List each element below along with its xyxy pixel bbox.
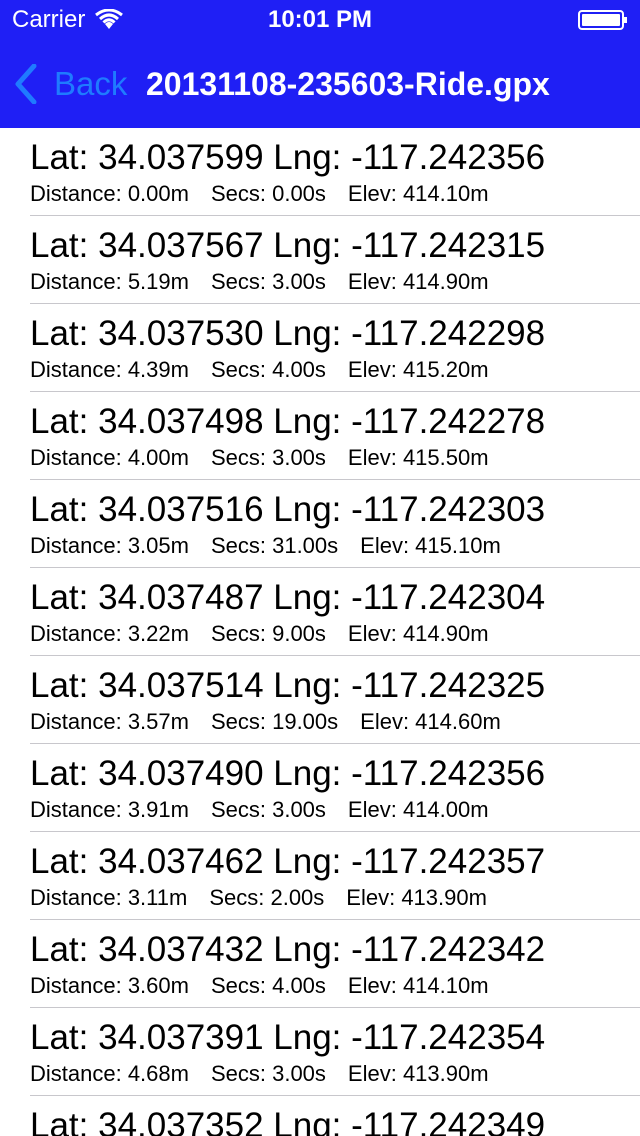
detail-line: Distance: 3.22m Secs: 9.00s Elev: 414.90m [30,620,489,648]
coordinates-label: Lat: 34.037530 Lng: -117.242298 [30,314,546,353]
secs-value: Secs: 3.00s [210,797,326,822]
secs-value: Secs: 4.00s [210,357,326,382]
distance-value: Distance: 4.39m [30,357,189,382]
coordinates-label: Lat: 34.037391 Lng: -117.242354 [30,1018,546,1057]
list-item[interactable]: Lat: 34.037498 Lng: -117.242278 Distance… [30,392,640,480]
secs-value: Secs: 19.00s [210,709,339,734]
trackpoint-list[interactable]: Lat: 34.037599 Lng: -117.242356 Distance… [0,128,640,1136]
list-item[interactable]: Lat: 34.037567 Lng: -117.242315 Distance… [30,216,640,304]
coordinates-label: Lat: 34.037487 Lng: -117.242304 [30,578,546,617]
distance-value: Distance: 5.19m [30,269,189,294]
status-bar: Carrier 10:01 PM [0,0,640,40]
secs-value: Secs: 3.00s [210,1061,326,1086]
secs-value: Secs: 3.00s [210,445,326,470]
page-title: 20131108-235603-Ride.gpx [146,66,550,102]
secs-value: Secs: 4.00s [210,973,326,998]
elev-value: Elev: 414.60m [360,709,501,734]
list-item[interactable]: Lat: 34.037462 Lng: -117.242357 Distance… [30,832,640,920]
distance-value: Distance: 3.60m [30,973,189,998]
list-item[interactable]: Lat: 34.037599 Lng: -117.242356 Distance… [30,128,640,216]
list-item[interactable]: Lat: 34.037530 Lng: -117.242298 Distance… [30,304,640,392]
list-item[interactable]: Lat: 34.037391 Lng: -117.242354 Distance… [30,1008,640,1096]
chevron-left-icon [14,63,38,105]
distance-value: Distance: 0.00m [30,181,189,206]
navigation-bar: Back 20131108-235603-Ride.gpx [0,40,640,128]
detail-line: Distance: 3.60m Secs: 4.00s Elev: 414.10m [30,972,489,1000]
coordinates-label: Lat: 34.037567 Lng: -117.242315 [30,226,546,265]
elev-value: Elev: 413.90m [346,885,487,910]
wifi-icon [95,8,124,31]
coordinates-label: Lat: 34.037490 Lng: -117.242356 [30,754,546,793]
back-label: Back [54,65,128,102]
distance-value: Distance: 3.22m [30,621,189,646]
header: Carrier 10:01 PM [0,0,640,128]
secs-value: Secs: 9.00s [210,621,326,646]
secs-value: Secs: 2.00s [209,885,325,910]
carrier-label: Carrier [12,6,86,33]
detail-line: Distance: 3.05m Secs: 31.00s Elev: 415.10m [30,532,501,560]
distance-value: Distance: 4.00m [30,445,189,470]
detail-line: Distance: 4.00m Secs: 3.00s Elev: 415.50m [30,444,489,472]
detail-line: Distance: 4.68m Secs: 3.00s Elev: 413.90m [30,1060,489,1088]
list-item[interactable]: Lat: 34.037487 Lng: -117.242304 Distance… [30,568,640,656]
distance-value: Distance: 3.57m [30,709,189,734]
elev-value: Elev: 414.90m [347,269,489,294]
battery-icon [578,10,628,30]
elev-value: Elev: 415.50m [347,445,489,470]
elev-value: Elev: 414.10m [347,973,489,998]
coordinates-label: Lat: 34.037462 Lng: -117.242357 [30,842,546,881]
coordinates-label: Lat: 34.037599 Lng: -117.242356 [30,138,546,177]
carrier-indicator: Carrier [12,6,124,34]
list-item[interactable]: Lat: 34.037490 Lng: -117.242356 Distance… [30,744,640,832]
coordinates-label: Lat: 34.037352 Lng: -117.242349 [30,1106,546,1136]
list-item[interactable]: Lat: 34.037516 Lng: -117.242303 Distance… [30,480,640,568]
detail-line: Distance: 4.39m Secs: 4.00s Elev: 415.20m [30,356,489,384]
elev-value: Elev: 415.20m [347,357,489,382]
secs-value: Secs: 3.00s [210,269,326,294]
elev-value: Elev: 414.00m [347,797,489,822]
elev-value: Elev: 413.90m [347,1061,489,1086]
coordinates-label: Lat: 34.037516 Lng: -117.242303 [30,490,546,529]
detail-line: Distance: 3.11m Secs: 2.00s Elev: 413.90m [30,884,487,912]
elev-value: Elev: 415.10m [360,533,501,558]
status-time: 10:01 PM [267,6,373,33]
elev-value: Elev: 414.90m [347,621,489,646]
list-item[interactable]: Lat: 34.037352 Lng: -117.242349 [30,1096,640,1136]
back-button[interactable]: Back [14,63,128,105]
detail-line: Distance: 3.57m Secs: 19.00s Elev: 414.60m [30,708,501,736]
list-item[interactable]: Lat: 34.037432 Lng: -117.242342 Distance… [30,920,640,1008]
coordinates-label: Lat: 34.037432 Lng: -117.242342 [30,930,546,969]
detail-line: Distance: 0.00m Secs: 0.00s Elev: 414.10m [30,180,489,208]
distance-value: Distance: 3.05m [30,533,189,558]
coordinates-label: Lat: 34.037514 Lng: -117.242325 [30,666,546,705]
list-item[interactable]: Lat: 34.037514 Lng: -117.242325 Distance… [30,656,640,744]
detail-line: Distance: 3.91m Secs: 3.00s Elev: 414.00m [30,796,489,824]
detail-line: Distance: 5.19m Secs: 3.00s Elev: 414.90m [30,268,489,296]
elev-value: Elev: 414.10m [347,181,489,206]
secs-value: Secs: 31.00s [210,533,339,558]
secs-value: Secs: 0.00s [210,181,326,206]
distance-value: Distance: 3.91m [30,797,189,822]
coordinates-label: Lat: 34.037498 Lng: -117.242278 [30,402,546,441]
distance-value: Distance: 4.68m [30,1061,189,1086]
distance-value: Distance: 3.11m [30,885,188,910]
